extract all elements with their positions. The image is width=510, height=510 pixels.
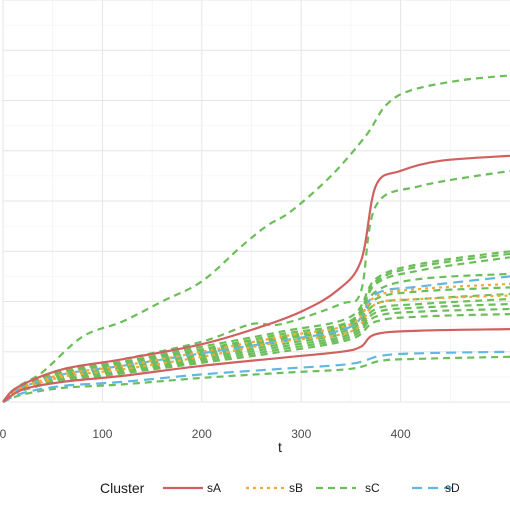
- legend-title: Cluster: [100, 480, 145, 496]
- series-line-sa-1: [2, 154, 510, 403]
- legend: Cluster sA sB sC sD: [100, 480, 460, 496]
- x-tick-label: 300: [291, 427, 311, 441]
- legend-label-sb: sB: [289, 481, 303, 495]
- x-axis-title: t: [278, 439, 282, 455]
- series-line-sc-6: [2, 272, 510, 403]
- x-tick-label: 0: [0, 427, 7, 441]
- series-line-sc-10: [2, 302, 510, 403]
- series-lines: [2, 74, 510, 404]
- legend-label-sd: sD: [445, 481, 460, 495]
- series-line-sd-1: [2, 275, 510, 403]
- x-tick-label: 100: [92, 427, 112, 441]
- legend-label-sc: sC: [365, 481, 380, 495]
- x-tick-label: 200: [192, 427, 212, 441]
- series-line-sa-2: [2, 328, 510, 403]
- series-line-sc-9: [2, 297, 510, 403]
- grid: [2, 0, 510, 403]
- series-line-sc-12: [2, 313, 510, 403]
- x-axis-ticks: 0 100 200 300 400: [0, 427, 411, 441]
- series-line-sc-1: [2, 74, 510, 403]
- series-line-sb-1: [2, 282, 510, 403]
- legend-label-sa: sA: [207, 481, 221, 495]
- series-line-sd-2: [2, 350, 510, 404]
- series-line-sc-11: [2, 307, 510, 403]
- x-tick-label: 400: [391, 427, 411, 441]
- series-line-sb-2: [2, 294, 510, 403]
